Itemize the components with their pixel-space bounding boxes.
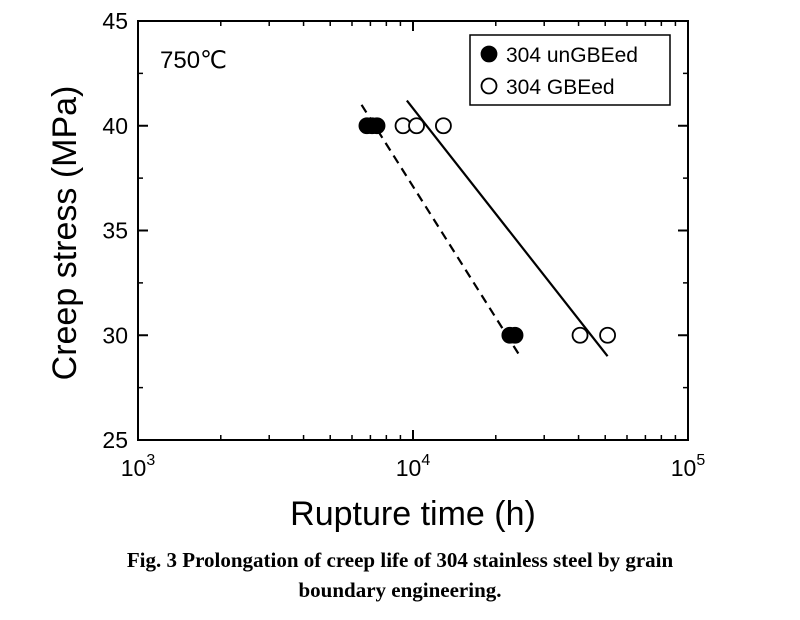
- gbeed-point: [435, 117, 452, 135]
- legend-marker-gbeed: [480, 77, 498, 95]
- data-points: [358, 117, 616, 344]
- axes: 25 30 35 40 45 103 104 105: [102, 8, 705, 481]
- legend-label-gbeed: 304 GBEed: [506, 76, 615, 99]
- creep-chart: 25 30 35 40 45 103 104 105 304 unGBEed 304 GBEed…: [46, 8, 705, 533]
- y-axis-title: Creep stress (MPa): [46, 86, 84, 381]
- x-axis-title: Rupture time (h): [290, 495, 536, 533]
- x-tick-label: 103: [121, 452, 156, 481]
- y-tick-label: 40: [102, 113, 128, 139]
- gbeed-point: [408, 117, 425, 135]
- gbeed-point: [599, 326, 616, 344]
- temperature-annotation: 750℃: [160, 47, 227, 74]
- ungbeed-fit-line: [360, 104, 521, 357]
- caption-line-1: Fig. 3 Prolongation of creep life of 304…: [126, 548, 674, 572]
- x-tick-label: 104: [396, 452, 431, 481]
- legend-label-ungbeed: 304 unGBEed: [506, 44, 638, 67]
- ungbeed-point: [506, 326, 524, 344]
- legend-box: [469, 34, 671, 106]
- y-tick-label: 45: [102, 8, 128, 34]
- legend: 304 unGBEed 304 GBEed: [469, 34, 671, 106]
- fit-lines: [360, 99, 609, 357]
- ungbeed-point: [368, 117, 386, 135]
- y-tick-label: 30: [102, 322, 128, 348]
- caption-line-2: boundary engineering.: [298, 578, 502, 602]
- x-tick-label: 105: [671, 452, 706, 481]
- figure-caption: Fig. 3 Prolongation of creep life of 304…: [0, 545, 800, 605]
- gbeed-fit-line: [406, 99, 609, 357]
- y-tick-label: 25: [102, 427, 128, 453]
- y-tick-label: 35: [102, 218, 128, 244]
- gbeed-point: [571, 326, 589, 344]
- legend-marker-ungbeed: [480, 45, 498, 63]
